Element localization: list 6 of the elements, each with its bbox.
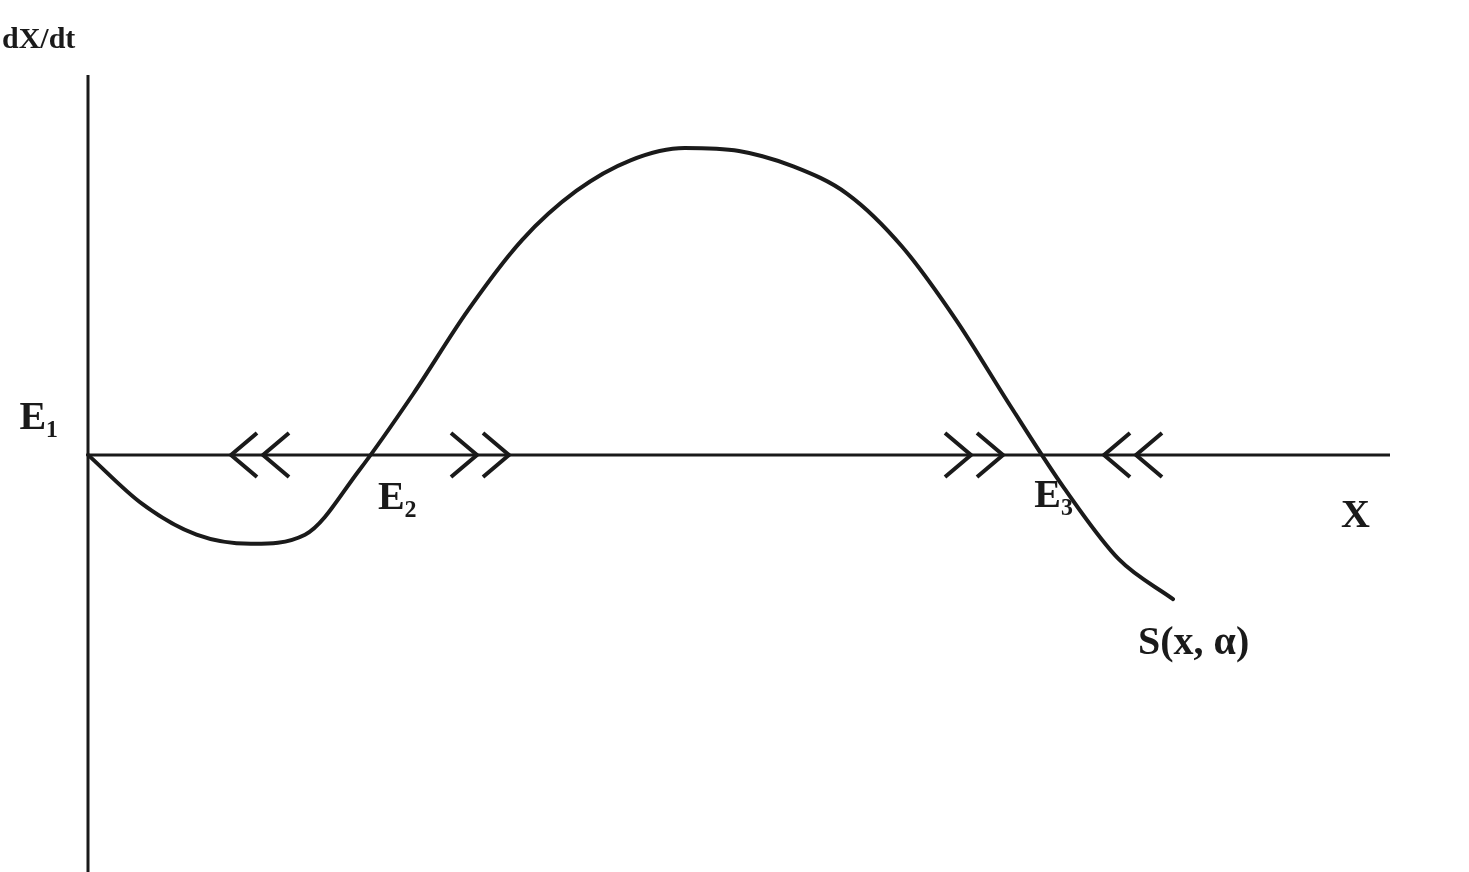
series-label: S(x, α) — [1138, 618, 1250, 664]
y-axis-title: dX/dt — [2, 20, 76, 54]
text: E₁ — [19, 393, 59, 439]
x-axis-title: X — [1341, 491, 1371, 537]
annotation: E₂ — [377, 473, 417, 519]
annotation: E₃ — [1034, 471, 1073, 517]
